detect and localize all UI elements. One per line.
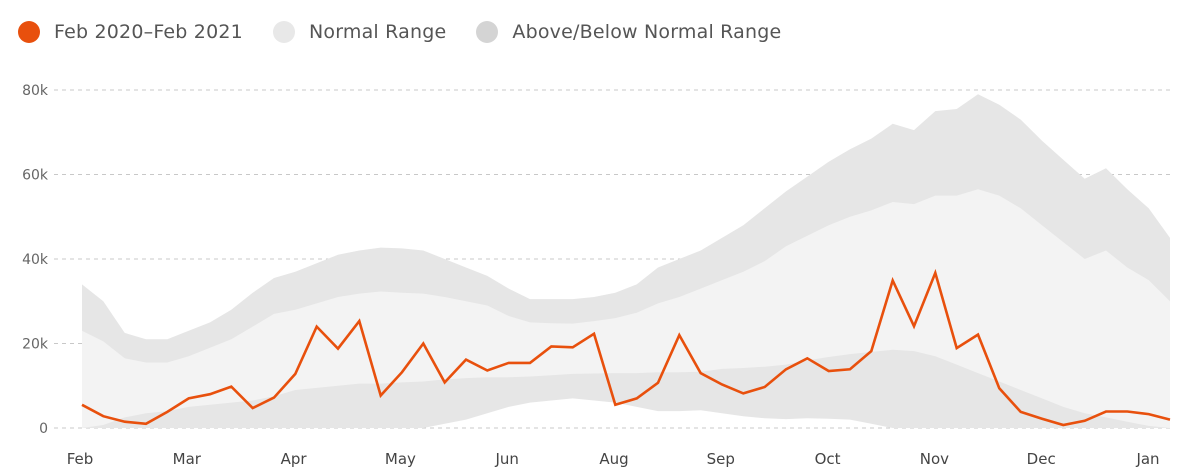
series-point[interactable] bbox=[399, 369, 405, 375]
legend-item-extreme-range[interactable]: Above/Below Normal Range bbox=[476, 21, 781, 43]
series-point[interactable] bbox=[676, 332, 682, 338]
series-point[interactable] bbox=[1018, 409, 1024, 415]
series-point[interactable] bbox=[335, 346, 341, 352]
x-tick-label: Feb bbox=[67, 450, 94, 468]
series-point[interactable] bbox=[826, 368, 832, 374]
series-point[interactable] bbox=[164, 409, 170, 415]
series-point[interactable] bbox=[932, 270, 938, 276]
series-point[interactable] bbox=[1167, 417, 1173, 423]
series-point[interactable] bbox=[868, 348, 874, 354]
series-point[interactable] bbox=[527, 360, 533, 366]
y-axis: 0 20k 40k 60k 80k bbox=[22, 83, 49, 437]
series-point[interactable] bbox=[719, 381, 725, 387]
x-tick-label: Jan bbox=[1135, 450, 1159, 468]
series-point[interactable] bbox=[314, 324, 320, 330]
series-point[interactable] bbox=[292, 371, 298, 377]
legend-swatch-series bbox=[18, 21, 40, 43]
series-point[interactable] bbox=[612, 402, 618, 408]
x-tick-label: Oct bbox=[815, 450, 841, 468]
x-tick-label: Nov bbox=[920, 450, 949, 468]
series-point[interactable] bbox=[228, 384, 234, 390]
series-point[interactable] bbox=[570, 344, 576, 350]
legend-label-extreme-range: Above/Below Normal Range bbox=[512, 21, 782, 43]
x-tick-label: Sep bbox=[707, 450, 735, 468]
x-tick-label: Aug bbox=[599, 450, 628, 468]
series-point[interactable] bbox=[100, 413, 106, 419]
series-layer bbox=[79, 268, 1173, 428]
series-point[interactable] bbox=[442, 379, 448, 385]
legend-label-normal-range: Normal Range bbox=[308, 21, 447, 43]
series-point[interactable] bbox=[634, 395, 640, 401]
legend-swatch-extreme-range bbox=[476, 21, 499, 43]
x-tick-label: Mar bbox=[173, 450, 202, 468]
range-bands bbox=[82, 94, 1170, 428]
series-point[interactable] bbox=[1082, 418, 1088, 424]
series-line bbox=[81, 268, 1171, 427]
series-point[interactable] bbox=[783, 366, 789, 372]
series-point[interactable] bbox=[79, 402, 85, 408]
series-point[interactable] bbox=[122, 419, 128, 425]
normal-range-band bbox=[82, 189, 1170, 428]
x-tick-label: May bbox=[385, 450, 416, 468]
legend-swatch-normal-range bbox=[272, 21, 295, 43]
y-tick-label: 80k bbox=[22, 83, 49, 99]
series-point[interactable] bbox=[484, 368, 490, 374]
series-point[interactable] bbox=[847, 366, 853, 372]
x-tick-label: Jun bbox=[494, 450, 518, 468]
x-tick-label: Dec bbox=[1027, 450, 1056, 468]
series-point[interactable] bbox=[143, 421, 149, 427]
series-point[interactable] bbox=[250, 405, 256, 411]
series-point[interactable] bbox=[356, 318, 362, 324]
series-point[interactable] bbox=[762, 384, 768, 390]
series-point[interactable] bbox=[1060, 422, 1066, 428]
series-point[interactable] bbox=[1146, 411, 1152, 417]
series-point[interactable] bbox=[506, 360, 512, 366]
series-point[interactable] bbox=[420, 341, 426, 347]
legend-item-series[interactable]: Feb 2020–Feb 2021 bbox=[18, 21, 243, 43]
x-tick-label: Apr bbox=[281, 450, 308, 468]
series-point[interactable] bbox=[1124, 409, 1130, 415]
series-point[interactable] bbox=[954, 345, 960, 351]
series-point[interactable] bbox=[207, 391, 213, 397]
series-point[interactable] bbox=[996, 385, 1002, 391]
series-point[interactable] bbox=[271, 395, 277, 401]
y-tick-label: 0 bbox=[39, 421, 48, 437]
series-point[interactable] bbox=[698, 370, 704, 376]
series-point[interactable] bbox=[655, 380, 661, 386]
series-point[interactable] bbox=[911, 323, 917, 329]
series-point[interactable] bbox=[591, 331, 597, 337]
chart-legend: Feb 2020–Feb 2021 Normal Range Above/Bel… bbox=[18, 18, 811, 46]
series-point[interactable] bbox=[378, 392, 384, 398]
series-point[interactable] bbox=[1039, 416, 1045, 422]
y-tick-label: 40k bbox=[22, 252, 49, 268]
x-axis: Feb Mar Apr May Jun Aug Sep Oct Nov Dec Jan bbox=[67, 450, 1160, 468]
series-point[interactable] bbox=[1103, 409, 1109, 415]
legend-label-series: Feb 2020–Feb 2021 bbox=[54, 21, 243, 43]
series-point[interactable] bbox=[740, 390, 746, 396]
series-point[interactable] bbox=[548, 343, 554, 349]
y-tick-label: 60k bbox=[22, 168, 49, 184]
series-point[interactable] bbox=[975, 332, 981, 338]
series-point[interactable] bbox=[890, 278, 896, 284]
series-point[interactable] bbox=[186, 395, 192, 401]
series-point[interactable] bbox=[463, 357, 469, 363]
series-point[interactable] bbox=[804, 355, 810, 361]
legend-item-normal-range[interactable]: Normal Range bbox=[272, 21, 447, 43]
y-tick-label: 20k bbox=[22, 337, 49, 353]
